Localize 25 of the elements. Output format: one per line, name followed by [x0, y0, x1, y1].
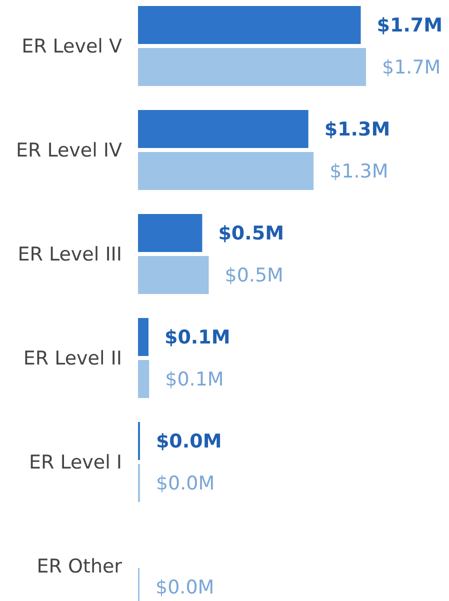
bar	[138, 256, 209, 294]
data-label: $0.0M	[156, 576, 214, 599]
bar	[138, 6, 361, 44]
y-tick-label: ER Level IV	[16, 140, 122, 162]
data-label: $0.1M	[165, 368, 224, 391]
data-label: $0.5M	[224, 264, 284, 287]
y-tick-label: ER Level V	[22, 36, 122, 58]
bar	[138, 318, 148, 356]
data-label: $0.5M	[218, 222, 284, 245]
data-label: $1.3M	[324, 118, 390, 141]
data-label: $1.7M	[382, 56, 441, 79]
y-tick-label: ER Level I	[28, 452, 122, 474]
data-label: $1.3M	[330, 160, 388, 183]
bar	[138, 214, 202, 252]
data-label: $0.1M	[164, 326, 230, 349]
data-label: $0.0M	[156, 430, 222, 453]
data-label: $1.7M	[376, 14, 443, 37]
y-tick-label: ER Level II	[23, 348, 122, 370]
y-tick-label: ER Other	[36, 556, 122, 578]
bar	[138, 48, 366, 86]
data-label: $0.0M	[156, 472, 215, 495]
bar	[138, 110, 308, 148]
bar	[138, 152, 314, 190]
y-tick-label: ER Level III	[18, 244, 122, 266]
bar	[138, 360, 150, 398]
